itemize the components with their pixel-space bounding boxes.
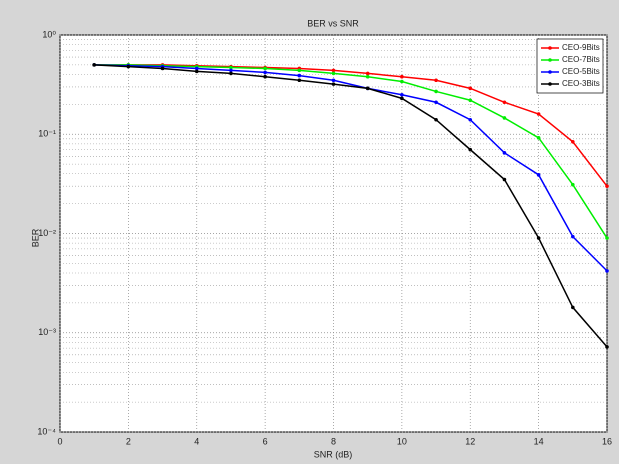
data-point: [331, 78, 336, 83]
legend-label: CEO-7Bits: [562, 55, 600, 64]
data-point: [229, 71, 233, 76]
data-point: [605, 269, 609, 273]
data-point: [605, 184, 609, 188]
y-tick-label: 10⁻¹: [38, 129, 56, 139]
data-point: [434, 117, 438, 122]
data-point: [297, 78, 302, 83]
x-tick-label: 4: [194, 436, 199, 446]
legend-marker: [548, 70, 552, 74]
series-line: [94, 64, 608, 239]
data-point: [502, 151, 507, 155]
data-point: [536, 136, 541, 140]
x-tick-label: 16: [602, 436, 612, 446]
series-line: [94, 64, 608, 272]
data-point: [160, 66, 165, 71]
data-point: [571, 139, 575, 144]
data-point: [434, 89, 438, 94]
legend-label: CEO-9Bits: [562, 43, 600, 52]
data-point: [571, 305, 575, 310]
y-axis-label: BER: [30, 228, 40, 247]
y-tick-label: 10⁻⁴: [37, 426, 56, 436]
legend-marker: [548, 58, 552, 62]
data-point: [434, 78, 438, 83]
data-point: [571, 182, 575, 187]
data-point: [331, 82, 336, 86]
data-point: [365, 86, 370, 91]
data-point: [365, 74, 370, 79]
data-point: [297, 68, 302, 73]
data-point: [194, 69, 199, 74]
data-point: [331, 71, 336, 76]
x-tick-label: 2: [126, 436, 131, 446]
data-point: [502, 116, 507, 120]
data-point: [194, 66, 199, 71]
data-point: [468, 147, 473, 152]
x-tick-label: 14: [534, 436, 544, 446]
data-point: [263, 70, 267, 75]
series-line: [94, 64, 608, 348]
legend-label: CEO-5Bits: [562, 67, 600, 76]
data-point: [605, 345, 609, 349]
data-point: [400, 96, 404, 101]
data-point: [571, 234, 575, 239]
data-point: [400, 79, 404, 84]
data-point: [297, 73, 302, 78]
data-point: [502, 177, 507, 182]
data-point: [331, 68, 336, 73]
series-line: [94, 64, 608, 187]
data-point: [92, 63, 96, 67]
data-point: [229, 68, 233, 73]
legend-marker: [548, 82, 552, 86]
data-point: [536, 112, 541, 116]
data-point: [502, 100, 507, 105]
data-point: [605, 236, 609, 240]
y-tick-label: 10⁻²: [38, 228, 56, 238]
legend-label: CEO-3Bits: [562, 79, 600, 88]
data-point: [400, 92, 404, 97]
x-tick-label: 10: [397, 436, 407, 446]
data-point: [468, 117, 473, 122]
data-point: [468, 86, 473, 91]
x-tick-label: 6: [263, 436, 268, 446]
x-axis-label: SNR (dB): [314, 449, 353, 459]
y-tick-label: 10⁻³: [38, 327, 56, 337]
data-point: [400, 74, 404, 79]
data-point: [468, 98, 473, 103]
data-point: [365, 71, 370, 76]
legend-marker: [548, 46, 552, 50]
data-point: [536, 236, 541, 240]
data-point: [263, 66, 267, 71]
x-tick-label: 8: [331, 436, 336, 446]
data-point: [434, 100, 438, 105]
chart-title: BER vs SNR: [307, 18, 359, 28]
x-tick-label: 0: [57, 436, 62, 446]
data-point: [229, 65, 233, 70]
data-point: [263, 74, 267, 79]
x-tick-label: 12: [465, 436, 475, 446]
data-point: [536, 173, 541, 177]
data-point: [126, 64, 131, 69]
y-tick-label: 10⁰: [42, 29, 56, 39]
